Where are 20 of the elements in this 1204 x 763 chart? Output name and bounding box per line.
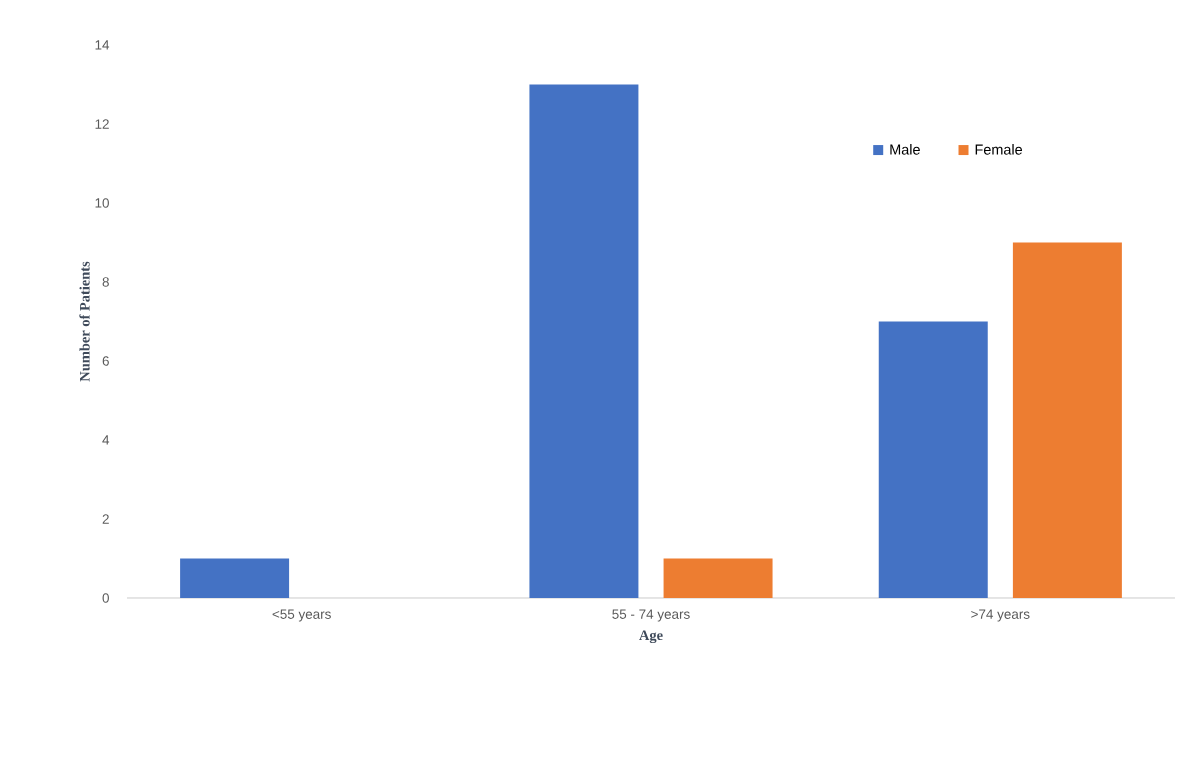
- y-tick-label: 14: [95, 40, 110, 50]
- y-tick-label: 4: [102, 435, 110, 445]
- y-axis-title: Number of Patients: [79, 261, 90, 382]
- y-tick-label: 0: [102, 593, 109, 603]
- legend-label: Female: [975, 144, 1023, 155]
- bar: [529, 84, 639, 598]
- y-tick-label: 6: [102, 356, 109, 366]
- x-axis-title: Age: [639, 630, 663, 644]
- x-tick-label: >74 years: [971, 609, 1030, 622]
- y-tick-label: 2: [102, 514, 109, 524]
- y-tick-label: 8: [102, 277, 109, 287]
- x-tick-label: <55 years: [272, 609, 331, 622]
- bar: [878, 321, 988, 598]
- bar: [180, 558, 290, 598]
- x-tick-label: 55 - 74 years: [612, 609, 690, 622]
- bar: [663, 558, 773, 598]
- y-tick-label: 10: [95, 198, 109, 208]
- legend-label: Male: [890, 144, 920, 155]
- bar: [1012, 242, 1122, 598]
- y-tick-label: 12: [95, 119, 109, 129]
